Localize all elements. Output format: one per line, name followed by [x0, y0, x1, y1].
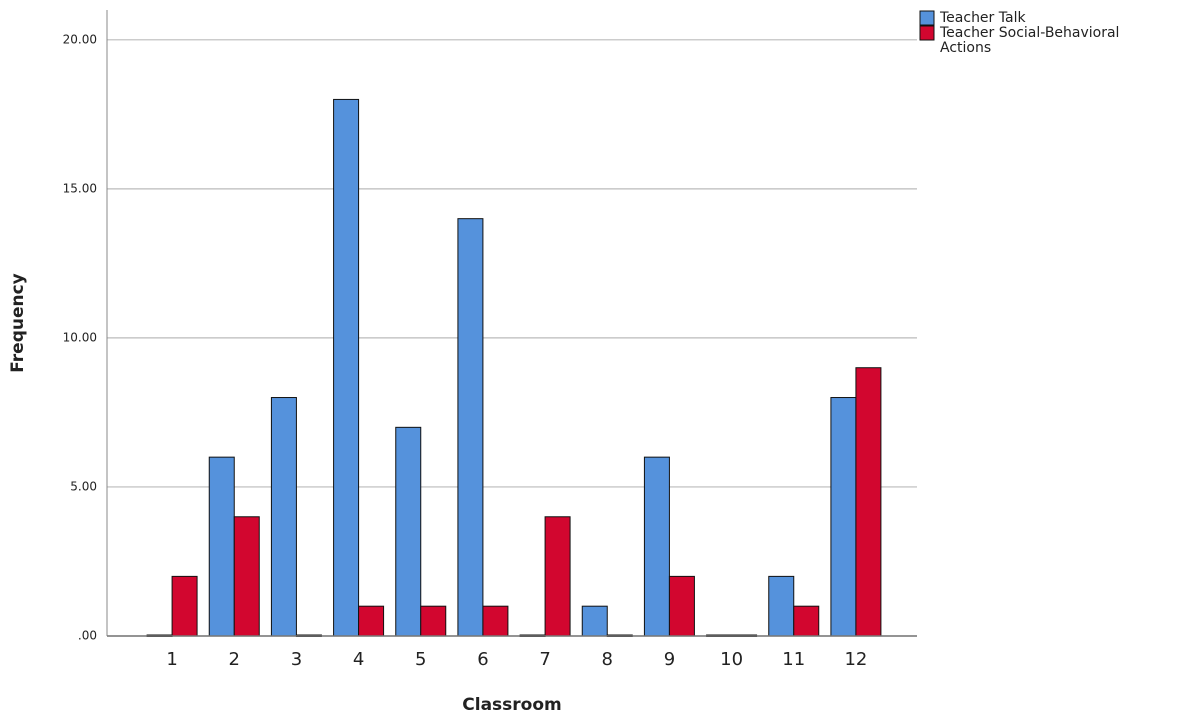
bar	[395, 426, 422, 637]
bar	[270, 397, 297, 637]
bar	[855, 367, 882, 637]
x-tick-label: 4	[353, 649, 364, 670]
y-tick-label: 5.00	[70, 479, 97, 493]
y-tick-label: 15.00	[63, 181, 97, 195]
y-tick-label: 10.00	[63, 330, 97, 344]
x-tick-label: 6	[477, 649, 488, 670]
x-tick-label: 10	[720, 649, 743, 670]
bar	[768, 575, 795, 637]
bar	[420, 605, 447, 637]
bar	[668, 575, 695, 637]
x-tick-label: 8	[602, 649, 613, 670]
x-tick-label: 9	[664, 649, 675, 670]
x-tick-label: 1	[166, 649, 177, 670]
bar	[581, 605, 608, 637]
legend-swatch	[919, 25, 935, 41]
y-tick-label: 20.00	[63, 32, 97, 46]
legend-swatch	[919, 10, 935, 26]
bar	[208, 456, 235, 637]
x-tick-label: 7	[539, 649, 550, 670]
bar	[358, 605, 385, 637]
bar	[793, 605, 820, 637]
x-tick-label: 5	[415, 649, 426, 670]
x-tick-label: 11	[782, 649, 805, 670]
legend-label: Teacher Social-Behavioral Actions	[939, 25, 1119, 56]
x-tick-label: 2	[229, 649, 240, 670]
x-tick-label: 3	[291, 649, 302, 670]
bar	[482, 605, 509, 637]
bar	[830, 397, 857, 637]
x-axis-title: Classroom	[462, 695, 561, 715]
x-tick-label: 12	[844, 649, 867, 670]
y-tick-label: .00	[78, 629, 97, 643]
bar	[643, 456, 670, 637]
bar	[333, 98, 360, 637]
legend-label: Teacher Talk	[939, 10, 1026, 26]
bar	[457, 218, 484, 637]
bar	[233, 516, 260, 637]
bar	[171, 575, 198, 637]
y-axis-title: Frequency	[8, 273, 28, 373]
bar	[544, 516, 571, 637]
